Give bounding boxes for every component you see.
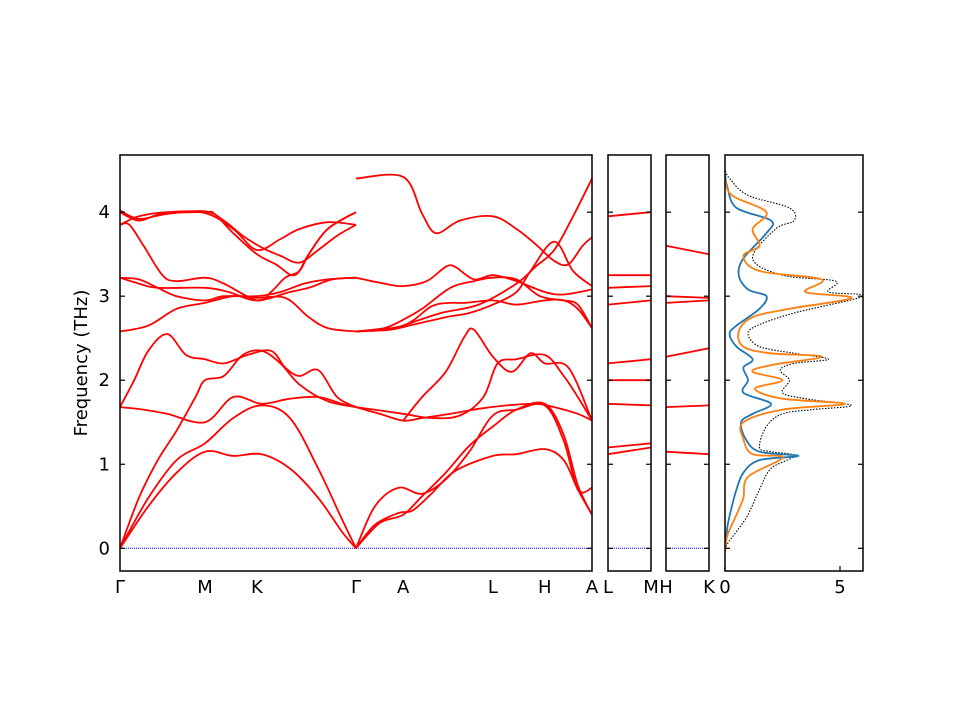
- x-tick-label: M: [197, 577, 213, 598]
- band-branch-line: [355, 298, 593, 333]
- x-tick-label: M: [643, 577, 659, 598]
- band-branch-line: [355, 173, 593, 267]
- y-axis-label: Frequency (THz): [71, 290, 92, 437]
- x-tick-label: L: [603, 577, 613, 598]
- dos-projected-line: [725, 178, 853, 553]
- x-tick-label: A: [586, 577, 599, 598]
- x-tick-label: H: [659, 577, 673, 598]
- x-tick-label: Γ: [115, 577, 125, 598]
- band-branch-line: [665, 299, 710, 304]
- y-tick-label: 1: [99, 454, 110, 475]
- band-panel-frame: [607, 154, 652, 572]
- band-branch-line: [607, 446, 652, 456]
- x-tick-label: 5: [834, 577, 845, 598]
- band-branch-line: [119, 333, 357, 408]
- band-branch-line: [665, 347, 710, 358]
- x-tick-label: Γ: [351, 577, 361, 598]
- y-tick-label: 4: [99, 202, 110, 223]
- band-branch-line: [355, 401, 593, 549]
- y-tick-label: 3: [99, 286, 110, 307]
- dos-layer: [725, 169, 863, 553]
- frames-layer: [119, 154, 864, 572]
- band-branch-line: [607, 442, 652, 449]
- band-branch-line: [119, 276, 357, 302]
- y-tick-label: 2: [99, 370, 110, 391]
- band-branch-line: [119, 349, 357, 549]
- dos-panel-frame: [724, 154, 864, 572]
- band-branch-line: [355, 448, 593, 549]
- x-tick-label: A: [397, 577, 410, 598]
- band-branch-line: [355, 402, 593, 422]
- band-panel-frame: [119, 154, 593, 572]
- band-branch-line: [607, 299, 652, 306]
- x-tick-label: L: [488, 577, 498, 598]
- band-branch-line: [355, 264, 593, 296]
- band-branch-line: [665, 295, 710, 299]
- band-branch-line: [607, 402, 652, 407]
- band-branch-line: [607, 285, 652, 289]
- dos-total-line: [725, 169, 863, 553]
- x-tick-label: 0: [719, 577, 730, 598]
- band-branch-line: [119, 295, 357, 333]
- band-branch-line: [607, 358, 652, 365]
- band-branch-line: [665, 404, 710, 408]
- band-branch-line: [607, 211, 652, 218]
- band-branch-line: [355, 240, 593, 333]
- bands-layer: [119, 173, 710, 549]
- band-branch-line: [402, 327, 593, 422]
- band-branch-line: [355, 402, 593, 549]
- x-tick-label: K: [251, 577, 264, 598]
- x-tick-label: H: [538, 577, 552, 598]
- band-branch-line: [119, 209, 357, 264]
- band-branch-line: [355, 353, 593, 422]
- band-branch-line: [355, 276, 593, 333]
- band-branch-line: [402, 178, 593, 327]
- band-branch-line: [119, 210, 357, 252]
- band-branch-line: [119, 395, 357, 424]
- x-tick-label: K: [703, 577, 716, 598]
- band-panel-frame: [665, 154, 710, 572]
- band-branch-line: [119, 450, 357, 549]
- band-branch-line: [665, 244, 710, 256]
- band-branch-line: [665, 450, 710, 456]
- band-branch-line: [119, 404, 357, 549]
- y-tick-label: 0: [99, 538, 110, 559]
